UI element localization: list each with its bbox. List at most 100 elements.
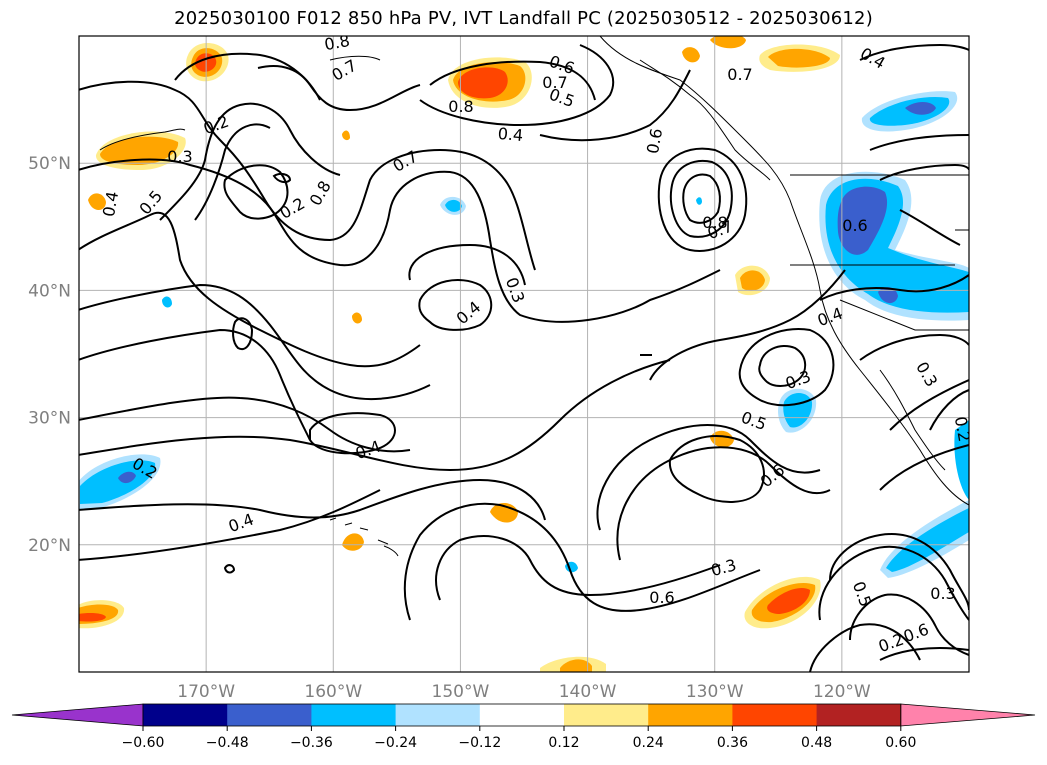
contour-label: 0.6 <box>842 216 867 235</box>
contour-label: 0.7 <box>542 73 567 92</box>
contour-label: 0.4 <box>99 190 122 218</box>
contour-label: 0.3 <box>912 358 941 390</box>
contour-label: 0.7 <box>389 147 421 176</box>
colorbar-tick-label: 0.48 <box>801 735 832 751</box>
fill-positive <box>79 613 106 622</box>
coastlines <box>99 36 969 557</box>
fill-negative <box>954 420 969 500</box>
colorbar-extend-min <box>11 703 144 727</box>
contour-label: 0.2 <box>201 112 231 139</box>
colorbar-tick-label: −0.36 <box>290 735 333 751</box>
colorbar-bin <box>479 704 565 726</box>
contour-label: 0.3 <box>930 584 955 603</box>
shaded-anomaly-fills <box>79 36 969 672</box>
contour-label: 0.5 <box>739 408 769 435</box>
fill-positive <box>767 587 810 614</box>
contour-label: 0.4 <box>453 297 485 328</box>
contour-label: 0.4 <box>497 124 524 145</box>
hawaii-islands <box>329 517 399 557</box>
colorbar-tick-label: 0.36 <box>717 735 748 751</box>
contour-label: 0.4 <box>857 44 889 73</box>
state-border <box>839 299 969 331</box>
fill-positive <box>560 659 592 672</box>
contour-label: 0.4 <box>226 510 256 537</box>
contour-label: 0.8 <box>448 97 473 116</box>
lon-tick-label: 170°W <box>177 682 235 702</box>
fill-negative <box>162 296 172 308</box>
lon-tick-label: 150°W <box>432 682 490 702</box>
lon-tick-label: 140°W <box>559 682 617 702</box>
map-title: 2025030100 F012 850 hPa PV, IVT Landfall… <box>174 8 873 29</box>
fill-positive <box>88 193 106 210</box>
contour-label: 0.3 <box>709 555 739 580</box>
colorbar-bin <box>816 704 902 726</box>
north-america-coast <box>599 36 969 506</box>
alaska-islands <box>99 128 186 151</box>
fill-positive <box>768 48 830 68</box>
contour-label: 0.3 <box>167 147 192 166</box>
fill-negative <box>886 508 969 572</box>
contour-label: 0.6 <box>649 588 674 607</box>
colorbar-bin <box>227 704 312 726</box>
colorbar-tick-label: 0.12 <box>548 735 579 751</box>
colorbar-bin <box>564 704 649 726</box>
contour-label: 0.8 <box>323 31 351 54</box>
colorbar-bin <box>143 704 228 726</box>
fill-positive <box>352 312 362 324</box>
colorbar <box>11 703 1036 727</box>
colorbar-bin <box>395 704 481 726</box>
fill-positive <box>740 270 765 291</box>
colorbar-ticks: −0.60 −0.48 −0.36 −0.24 −0.12 0.12 0.24 0.36 0.4… <box>122 726 916 751</box>
colorbar-tick-label: −0.60 <box>122 735 165 751</box>
contour-label: 0.2 <box>951 415 974 443</box>
fill-positive <box>710 430 734 448</box>
longitude-ticks: 170°W 160°W 150°W 140°W 130°W 120°W <box>177 682 871 702</box>
colorbar-tick-label: −0.48 <box>206 735 249 751</box>
contour-label: 0.6 <box>901 620 931 647</box>
lat-tick-label: 50°N <box>28 154 71 174</box>
fill-negative <box>878 287 898 304</box>
contour-label: 0.4 <box>815 304 845 331</box>
contour-label: 0.2 <box>276 194 308 223</box>
lat-tick-label: 20°N <box>28 536 71 556</box>
contour-label: 0.8 <box>702 213 727 232</box>
lon-tick-label: 120°W <box>813 682 871 702</box>
colorbar-tick-label: 0.24 <box>633 735 664 751</box>
pv-contours <box>79 43 969 672</box>
fill-negative <box>445 199 462 212</box>
fill-negative <box>837 186 888 255</box>
map-frame <box>78 35 970 673</box>
contour-label: 0.3 <box>783 367 813 394</box>
contour-label: 0.8 <box>306 177 335 209</box>
colorbar-bin <box>648 704 733 726</box>
fill-positive <box>342 533 364 551</box>
fill-positive <box>100 136 179 165</box>
latitude-ticks: 50°N 40°N 30°N 20°N <box>28 154 71 556</box>
colorbar-frame <box>142 703 902 727</box>
colorbar-tick-label: −0.12 <box>458 735 501 751</box>
lon-tick-label: 130°W <box>686 682 744 702</box>
baja-peninsula <box>879 369 946 471</box>
aleutian-islands <box>329 55 381 61</box>
contour-label: 0.7 <box>727 65 752 84</box>
lat-tick-label: 40°N <box>28 281 71 301</box>
colorbar-tick-label: 0.60 <box>885 735 916 751</box>
fill-negative <box>80 460 156 504</box>
fill-positive <box>710 36 746 49</box>
contour-label: 0.6 <box>643 127 666 155</box>
lon-tick-label: 160°W <box>304 682 362 702</box>
fill-positive <box>342 130 350 141</box>
contour-label: 0.5 <box>849 579 876 609</box>
colorbar-extend-max <box>900 703 1036 727</box>
colorbar-tick-label: −0.24 <box>374 735 417 751</box>
fill-negative <box>118 471 136 484</box>
colorbar-bin <box>732 704 818 726</box>
coast-detail <box>639 59 771 181</box>
fill-positive <box>682 47 700 63</box>
fill-negative <box>696 197 702 205</box>
lat-tick-label: 30°N <box>28 409 71 429</box>
fill-negative <box>905 102 936 115</box>
colorbar-bin <box>311 704 397 726</box>
fill-positive <box>458 67 508 99</box>
